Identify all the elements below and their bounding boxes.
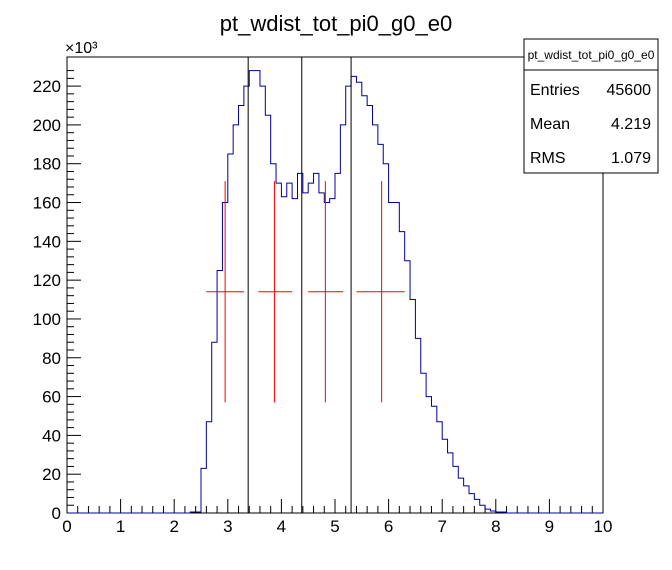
error-cross — [206, 181, 244, 403]
stats-entries-value: 45600 — [607, 82, 652, 99]
y-tick-label: 0 — [52, 504, 61, 523]
error-cross — [356, 181, 405, 403]
y-tick-label: 20 — [42, 465, 61, 484]
x-tick-label: 7 — [437, 517, 446, 536]
stats-box: pt_wdist_tot_pi0_g0_e0 Entries 45600 Mea… — [523, 38, 659, 174]
error-markers — [206, 181, 405, 403]
x-tick-label: 1 — [116, 517, 125, 536]
error-cross — [308, 181, 344, 403]
y-tick-label: 180 — [33, 155, 61, 174]
stats-rms-value: 1.079 — [611, 150, 651, 167]
x-tick-label: 8 — [491, 517, 500, 536]
plot-frame — [66, 56, 604, 514]
x-axis: 0 1 2 3 4 5 6 7 8 9 10 — [62, 499, 612, 536]
y-tick-label: 80 — [42, 349, 61, 368]
y-tick-label: 220 — [33, 77, 61, 96]
x-tick-label: 3 — [223, 517, 232, 536]
vertical-lines — [247, 57, 352, 513]
histogram-line — [67, 70, 603, 514]
stats-rms-label: RMS — [530, 150, 566, 167]
x-tick-label: 6 — [384, 517, 393, 536]
x-tick-label: 4 — [277, 517, 286, 536]
y-tick-label: 60 — [42, 388, 61, 407]
stats-mean-label: Mean — [530, 116, 570, 133]
x-tick-label: 10 — [594, 517, 613, 536]
y-tick-label: 200 — [33, 116, 61, 135]
y-exponent-label: ×10³ — [65, 40, 98, 57]
stats-box-frame — [523, 38, 659, 174]
y-tick-label: 120 — [33, 271, 61, 290]
x-tick-label: 9 — [545, 517, 554, 536]
x-tick-label: 5 — [330, 517, 339, 536]
y-tick-label: 100 — [33, 310, 61, 329]
stats-entries-label: Entries — [530, 82, 580, 99]
y-tick-label: 160 — [33, 194, 61, 213]
stats-mean-value: 4.219 — [611, 116, 651, 133]
y-tick-label: 140 — [33, 232, 61, 251]
stats-box-title: pt_wdist_tot_pi0_g0_e0 — [528, 48, 655, 62]
chart-title: pt_wdist_tot_pi0_g0_e0 — [220, 11, 452, 36]
y-axis: 0 20 40 60 80 100 120 140 160 180 200 220 — [33, 70, 81, 523]
y-tick-label: 40 — [42, 426, 61, 445]
x-tick-label: 0 — [62, 517, 71, 536]
x-tick-label: 2 — [169, 517, 178, 536]
error-cross — [258, 181, 293, 403]
